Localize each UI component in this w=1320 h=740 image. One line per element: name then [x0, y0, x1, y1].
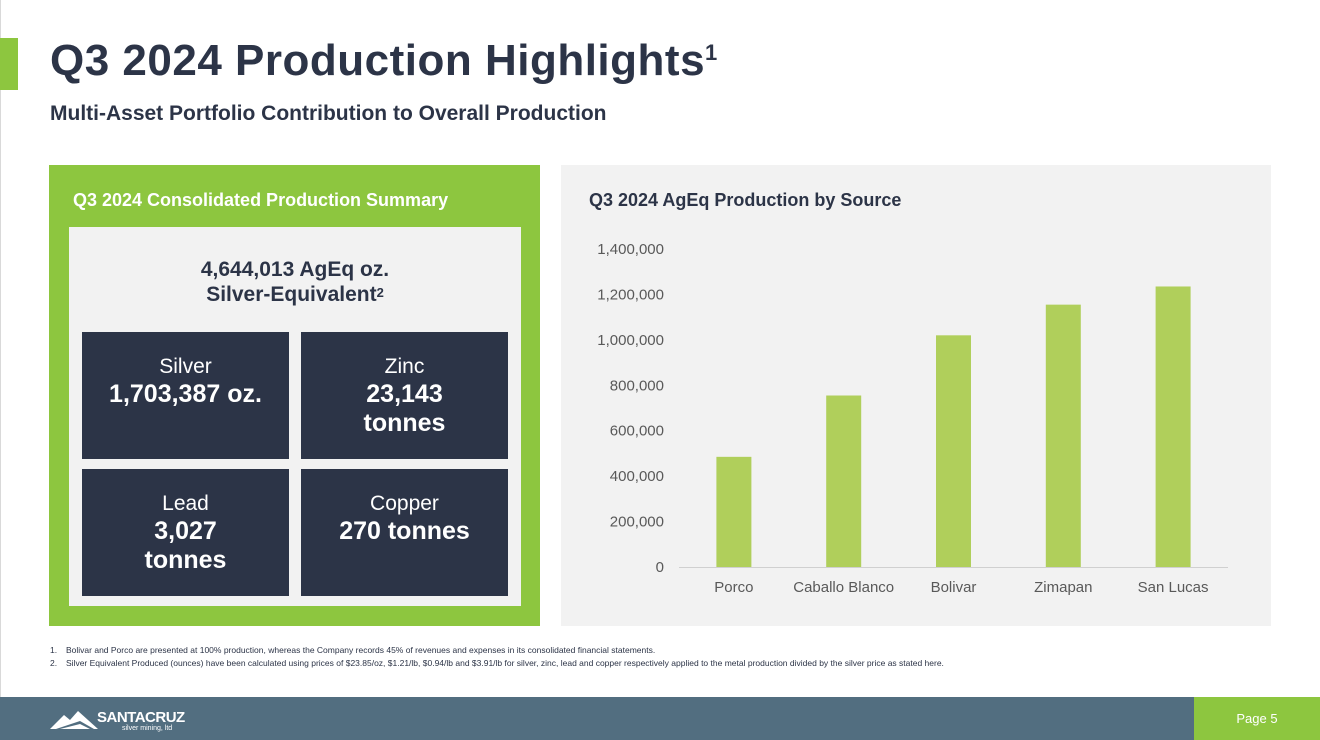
lead-label: Lead — [162, 492, 209, 515]
title-accent-bar — [0, 38, 18, 90]
bar-caballo-blanco — [826, 395, 862, 567]
summary-heading: Q3 2024 Consolidated Production Summary — [73, 190, 449, 210]
x-tick-label: Zimapan — [1034, 579, 1092, 596]
production-summary-panel: Q3 2024 Consolidated Production Summary … — [49, 165, 540, 626]
y-tick-label: 800,000 — [610, 377, 664, 394]
summary-card: 4,644,013 AgEq oz. Silver-Equivalent2 Si… — [69, 227, 521, 606]
bar-chart: 0 200,000 400,000 600,000 800,000 1,000,000 1,… — [597, 241, 1228, 596]
y-tick-label: 0 — [656, 559, 664, 576]
total-caption: Silver-Equivalent2 — [206, 283, 384, 306]
x-tick-label: San Lucas — [1138, 579, 1209, 596]
bar-san-lucas — [1155, 286, 1191, 567]
x-tick-label: Porco — [714, 579, 753, 596]
page-subtitle: Multi-Asset Portfolio Contribution to Ov… — [50, 102, 607, 125]
title-footnote-marker: 1 — [705, 40, 718, 65]
copper-label: Copper — [370, 492, 439, 515]
footnote-1: 1. Bolivar and Porco are presented at 100… — [50, 645, 656, 655]
slide-left-border — [0, 0, 1, 740]
lead-value-unit: tonnes — [144, 546, 227, 574]
zinc-value-unit: tonnes — [363, 409, 446, 437]
footer-bar: SANTACRUZ silver mining, ltd Page 5 — [0, 697, 1320, 740]
y-tick-label: 200,000 — [610, 514, 664, 531]
footnotes: 1. Bolivar and Porco are presented at 100… — [50, 644, 944, 670]
chart-title: Q3 2024 AgEq Production by Source — [589, 190, 902, 210]
x-tick-label: Caballo Blanco — [793, 579, 894, 596]
bar-bolivar — [936, 335, 971, 567]
lead-value: 3,027 — [154, 517, 217, 545]
mountain-logo-icon — [50, 711, 98, 729]
bar-zimapan — [1045, 304, 1081, 567]
total-value: 4,644,013 AgEq oz. — [200, 258, 390, 281]
santacruz-logo: SANTACRUZ silver mining, ltd — [50, 705, 200, 735]
y-tick-label: 1,400,000 — [597, 241, 664, 258]
lead-tile: Lead 3,027 tonnes — [82, 469, 289, 596]
page-number: Page 5 — [1194, 697, 1320, 740]
y-tick-label: 600,000 — [610, 423, 664, 440]
y-tick-label: 1,200,000 — [597, 286, 664, 303]
bar-porco — [716, 456, 752, 567]
page-title: Q3 2024 Production Highlights1 — [50, 36, 718, 85]
silver-tile: Silver 1,703,387 oz. — [82, 332, 289, 459]
zinc-label: Zinc — [384, 355, 425, 378]
production-chart-panel: Q3 2024 AgEq Production by Source 0 200,0… — [561, 165, 1271, 626]
y-tick-label: 400,000 — [610, 468, 664, 485]
x-tick-label: Bolivar — [931, 579, 977, 596]
copper-tile: Copper 270 tonnes — [301, 469, 508, 596]
total-footnote-marker: 2 — [376, 285, 384, 300]
silver-label: Silver — [159, 355, 212, 378]
y-tick-label: 1,000,000 — [597, 332, 664, 349]
silver-value: 1,703,387 oz. — [109, 380, 262, 408]
copper-value: 270 tonnes — [339, 517, 470, 545]
zinc-value: 23,143 — [366, 380, 443, 408]
total-agEq: 4,644,013 AgEq oz. Silver-Equivalent2 — [69, 257, 521, 307]
zinc-tile: Zinc 23,143 tonnes — [301, 332, 508, 459]
logo-tagline: silver mining, ltd — [122, 725, 173, 732]
logo-name: SANTACRUZ — [97, 709, 185, 726]
footnote-2: 2. Silver Equivalent Produced (ounces) ha… — [50, 658, 944, 668]
